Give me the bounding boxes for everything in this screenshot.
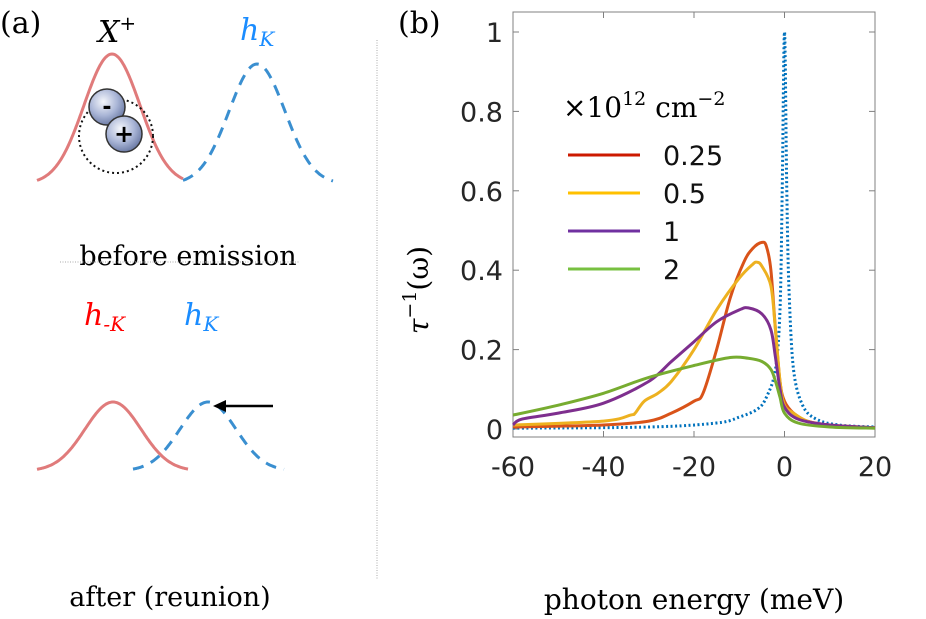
hole-minus-k-label: h-K [84,298,126,336]
caption-before: before emission [79,241,296,272]
y-tick-label: 1 [486,18,503,49]
series-line-2 [512,355,876,430]
legend-label: 1 [663,217,680,248]
hole-k-wavefunction-curve [182,62,334,183]
exciton-boundary-circle [78,98,154,174]
hole-sphere-icon: + [105,115,143,153]
x-tick-label: -20 [672,452,716,483]
panel-b: (b) -60 -40 -20 0 20 0 0.2 0.4 0.6 0.8 1 τ−1(ω) ph… [398,6,892,616]
legend: ×1012 cm−2 0.25 0.5 1 2 [563,88,725,286]
electron-sphere-icon: - [88,88,126,126]
y-tick-label: 0.4 [460,256,503,287]
series-line-0_25 [512,240,876,430]
trion-wavefunction-curve [36,52,184,182]
y-tick-label: 0.2 [460,336,503,367]
hole-sign: + [114,120,134,148]
caption-after: after (reunion) [69,582,270,613]
x-axis-label: photon energy (meV) [544,583,844,616]
x-tick-label: 0 [776,452,793,483]
legend-title: ×1012 cm−2 [563,88,725,124]
series-line-0_5 [512,260,876,430]
left-arrow-icon [213,400,273,412]
y-tick-label: 0 [486,415,503,446]
y-tick-label: 0.6 [460,177,503,208]
hole-minus-k-wavefunction-curve [36,400,189,471]
x-tick-label: -60 [491,452,535,483]
hole-k-label-bottom: hK [184,298,219,336]
y-tick-label: 0.8 [460,97,503,128]
hole-k-shifted-wavefunction-curve [132,400,285,471]
x-tick-label: 20 [858,452,892,483]
series-line-reference [512,30,876,430]
trion-label: X+ [96,11,136,50]
panel-a: (a) X+ hK - + before emission h-K hK aft… [0,6,334,613]
legend-label: 0.5 [663,179,706,210]
series-line-1 [512,306,876,430]
panel-b-label: (b) [398,6,441,41]
plot-area [512,11,876,438]
y-axis-label: τ−1(ω) [399,246,435,334]
x-tick-label: -40 [581,452,625,483]
panel-a-label: (a) [0,6,41,41]
legend-label: 0.25 [663,141,723,172]
electron-sign: - [102,95,111,120]
hole-k-label-top: hK [240,13,275,51]
legend-label: 2 [663,255,680,286]
